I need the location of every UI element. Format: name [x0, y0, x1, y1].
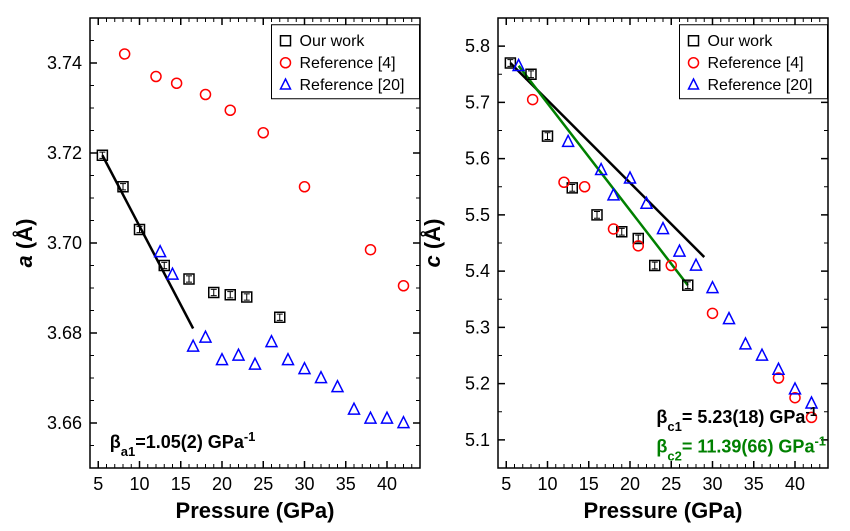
legend-label: Our work	[300, 33, 366, 50]
series-our-work	[97, 150, 284, 322]
y-tick-label: 5.5	[465, 205, 490, 225]
y-tick-label: 3.70	[47, 233, 82, 253]
x-tick-label: 25	[253, 474, 273, 494]
y-tick-label: 5.3	[465, 317, 490, 337]
x-tick-label: 20	[620, 474, 640, 494]
y-axis-label: c (Å)	[419, 219, 445, 268]
x-tick-label: 25	[661, 474, 681, 494]
fit-line	[519, 66, 688, 285]
legend-label: Reference [4]	[300, 55, 396, 72]
y-tick-label: 5.8	[465, 36, 490, 56]
chart-svg: 5 10 15 20 25 30 35 40 3.66 3.68 3.70 3.72 3.74 Press…	[0, 0, 850, 526]
x-tick-label: 30	[702, 474, 722, 494]
y-tick-label: 5.2	[465, 374, 490, 394]
panel-left: 5 10 15 20 25 30 35 40 3.66 3.68 3.70 3.72 3.74 Press…	[11, 18, 420, 523]
annotation-text: βc2= 11.39(66) GPa-1	[656, 433, 826, 463]
x-tick-label: 20	[212, 474, 232, 494]
x-axis-label: Pressure (GPa)	[176, 498, 335, 523]
legend-label: Our work	[708, 33, 774, 50]
x-tick-label: 10	[129, 474, 149, 494]
x-tick-label: 5	[93, 474, 103, 494]
y-axis-label: a (Å)	[11, 219, 37, 268]
legend: Our work Reference [4] Reference [20]	[680, 25, 828, 99]
legend-label: Reference [20]	[708, 77, 813, 94]
y-tick-label: 3.74	[47, 53, 82, 73]
fit-line	[102, 155, 193, 328]
x-tick-label: 35	[744, 474, 764, 494]
panel-right: 5 10 15 20 25 30 35 40 5.1 5.2 5.3 5.4 5.5 5.6 5.7 5.8 P…	[419, 18, 828, 523]
y-tick-label: 5.7	[465, 92, 490, 112]
legend-label: Reference [4]	[708, 55, 804, 72]
x-tick-label: 15	[579, 474, 599, 494]
y-tick-label: 3.66	[47, 413, 82, 433]
x-tick-label: 5	[501, 474, 511, 494]
y-tick-label: 5.4	[465, 261, 490, 281]
x-tick-label: 10	[537, 474, 557, 494]
x-tick-label: 40	[785, 474, 805, 494]
y-tick-label: 3.68	[47, 323, 82, 343]
annotation-text: βc1= 5.23(18) GPa-1	[656, 404, 817, 434]
legend-label: Reference [20]	[300, 77, 405, 94]
figure-container: 5 10 15 20 25 30 35 40 3.66 3.68 3.70 3.72 3.74 Press…	[0, 0, 850, 526]
x-tick-label: 35	[336, 474, 356, 494]
x-tick-label: 15	[171, 474, 191, 494]
x-tick-label: 30	[294, 474, 314, 494]
y-tick-label: 3.72	[47, 143, 82, 163]
x-axis-label: Pressure (GPa)	[584, 498, 743, 523]
series-reference-20-	[155, 246, 409, 428]
x-tick-label: 40	[377, 474, 397, 494]
legend: Our work Reference [4] Reference [20]	[272, 25, 420, 99]
annotation-text: βa1=1.05(2) GPa-1	[110, 428, 256, 458]
y-tick-label: 5.6	[465, 149, 490, 169]
y-tick-label: 5.1	[465, 430, 490, 450]
